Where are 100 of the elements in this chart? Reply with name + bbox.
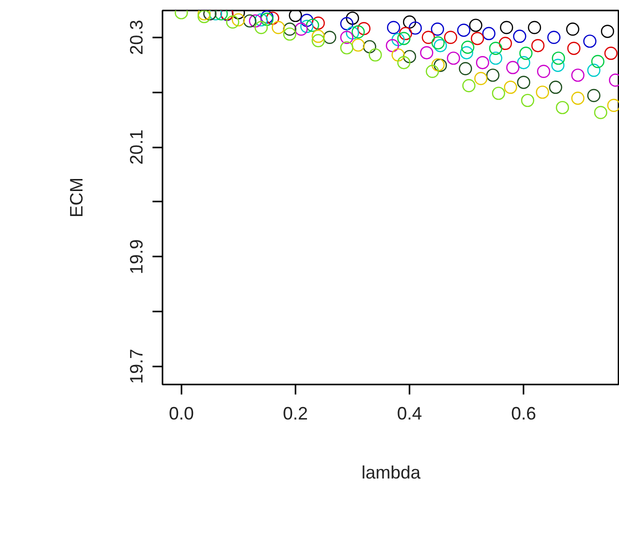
point bbox=[489, 42, 502, 55]
point bbox=[368, 48, 382, 62]
point bbox=[528, 20, 542, 34]
point bbox=[392, 32, 405, 46]
point bbox=[521, 94, 534, 108]
point bbox=[198, 10, 211, 24]
point bbox=[571, 68, 584, 82]
point bbox=[312, 30, 325, 43]
point bbox=[469, 18, 482, 32]
point bbox=[552, 52, 566, 65]
point bbox=[607, 98, 619, 112]
point bbox=[402, 50, 416, 64]
point bbox=[474, 72, 488, 86]
point bbox=[226, 15, 240, 29]
point bbox=[537, 64, 550, 78]
point bbox=[566, 22, 580, 36]
point bbox=[482, 26, 496, 40]
point bbox=[346, 12, 360, 25]
x-tick-label: 0.0 bbox=[168, 404, 194, 424]
point bbox=[470, 32, 484, 46]
point bbox=[266, 12, 280, 25]
point bbox=[288, 10, 302, 22]
point bbox=[547, 30, 560, 44]
y-tick-label: 19.9 bbox=[126, 239, 146, 274]
point bbox=[283, 27, 296, 41]
point bbox=[300, 14, 314, 27]
point bbox=[600, 24, 614, 38]
point bbox=[398, 26, 412, 40]
point bbox=[444, 30, 458, 44]
point bbox=[248, 14, 262, 28]
point bbox=[504, 80, 518, 94]
point bbox=[306, 18, 320, 32]
point bbox=[397, 32, 410, 46]
point bbox=[486, 68, 500, 82]
point bbox=[386, 39, 400, 52]
point bbox=[591, 54, 604, 68]
point bbox=[323, 30, 336, 44]
point bbox=[556, 100, 570, 114]
point bbox=[352, 25, 365, 38]
point bbox=[352, 38, 365, 52]
y-tick-label: 19.7 bbox=[126, 348, 146, 384]
point bbox=[272, 20, 285, 34]
point bbox=[434, 39, 447, 52]
point bbox=[458, 62, 472, 76]
point bbox=[594, 106, 608, 120]
point bbox=[567, 42, 580, 55]
point bbox=[583, 34, 596, 48]
point bbox=[408, 21, 422, 35]
point bbox=[254, 13, 268, 26]
point bbox=[461, 40, 474, 54]
point bbox=[232, 13, 245, 26]
point bbox=[446, 52, 460, 65]
point bbox=[604, 46, 618, 60]
point bbox=[551, 58, 564, 72]
point bbox=[386, 20, 400, 34]
point bbox=[312, 34, 325, 48]
point bbox=[300, 20, 314, 33]
point bbox=[476, 56, 490, 70]
point bbox=[312, 16, 325, 30]
point bbox=[549, 80, 562, 94]
point bbox=[431, 58, 445, 72]
point bbox=[531, 39, 545, 52]
point bbox=[402, 15, 416, 29]
point bbox=[517, 76, 530, 89]
point bbox=[392, 48, 405, 62]
point bbox=[422, 30, 435, 44]
point bbox=[340, 41, 354, 54]
point bbox=[513, 30, 526, 43]
point bbox=[363, 40, 376, 54]
point bbox=[462, 79, 476, 92]
point bbox=[294, 22, 308, 36]
y-tick-label: 20.1 bbox=[126, 130, 146, 165]
point bbox=[498, 36, 512, 50]
point bbox=[340, 17, 354, 30]
point bbox=[517, 56, 530, 70]
point bbox=[431, 36, 445, 50]
point bbox=[283, 22, 296, 36]
point bbox=[426, 64, 439, 78]
point bbox=[430, 22, 444, 36]
point bbox=[420, 46, 434, 60]
point bbox=[397, 56, 410, 70]
y-axis-title: ECM bbox=[66, 178, 86, 218]
point bbox=[489, 52, 502, 65]
point bbox=[519, 46, 533, 60]
x-tick-label: 0.2 bbox=[282, 404, 308, 424]
point bbox=[357, 22, 370, 36]
point bbox=[506, 60, 520, 74]
x-tick-label: 0.6 bbox=[511, 404, 536, 424]
point bbox=[536, 86, 550, 99]
x-tick-label: 0.4 bbox=[397, 404, 422, 424]
point bbox=[500, 20, 514, 34]
point bbox=[460, 46, 474, 60]
point bbox=[434, 58, 447, 72]
point bbox=[492, 86, 506, 100]
point bbox=[243, 14, 256, 28]
x-axis-title: lambda bbox=[361, 462, 422, 482]
point bbox=[587, 64, 600, 77]
point bbox=[571, 92, 584, 105]
point bbox=[254, 20, 268, 34]
point bbox=[457, 24, 470, 37]
